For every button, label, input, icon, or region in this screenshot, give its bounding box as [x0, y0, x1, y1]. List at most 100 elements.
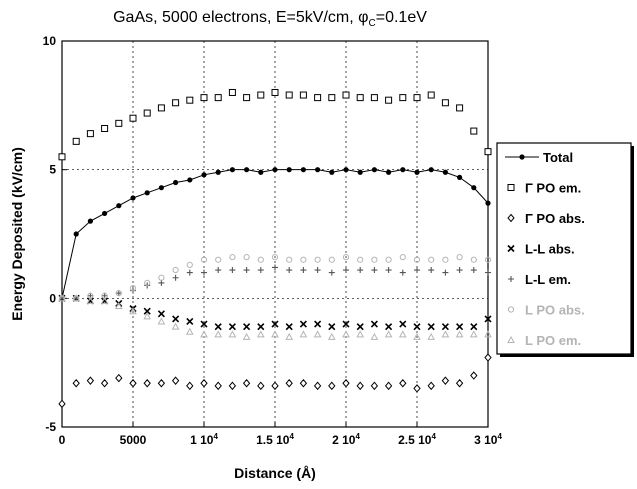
data-point: [300, 167, 306, 173]
series-3: [58, 353, 492, 409]
data-point: [242, 378, 251, 388]
x-tick-label: 3 104: [474, 432, 502, 447]
data-point: [342, 320, 350, 328]
data-point: [470, 267, 477, 274]
data-point: [414, 267, 420, 274]
data-point: [86, 130, 94, 138]
data-point: [313, 330, 322, 338]
data-point: [200, 256, 208, 263]
data-point: [257, 256, 264, 263]
grid-lines: [62, 41, 488, 427]
legend-marker: [508, 276, 514, 282]
data-point: [356, 323, 364, 331]
y-tick-label: -5: [45, 420, 56, 434]
data-point: [413, 332, 421, 340]
data-point: [427, 323, 435, 331]
x-tick-label: 2 104: [332, 432, 360, 447]
data-point: [200, 330, 208, 338]
data-point: [329, 169, 335, 175]
legend-label: L-L em.: [525, 272, 571, 287]
data-point: [173, 179, 179, 186]
data-point: [58, 399, 66, 409]
data-point: [115, 290, 122, 297]
data-point: [143, 307, 151, 315]
data-point: [229, 254, 236, 261]
data-point: [299, 320, 307, 328]
data-point: [144, 190, 150, 196]
data-point: [456, 267, 463, 274]
data-point: [370, 381, 379, 391]
data-point: [385, 267, 392, 274]
data-point: [100, 378, 109, 388]
data-point: [200, 378, 208, 388]
data-point: [201, 172, 207, 178]
data-point: [286, 267, 293, 274]
data-point: [385, 323, 393, 331]
data-point: [258, 169, 264, 175]
y-tick-label: 0: [49, 291, 56, 305]
data-point: [172, 315, 180, 323]
data-point: [186, 381, 194, 391]
data-point: [484, 315, 492, 323]
data-point: [144, 279, 151, 286]
data-point: [186, 96, 194, 104]
y-tick-label: 10: [43, 34, 57, 48]
data-point: [256, 330, 265, 338]
legend-label: L PO em.: [525, 333, 581, 348]
data-point: [158, 274, 165, 281]
data-point: [414, 169, 420, 175]
data-point: [413, 256, 421, 263]
data-point: [343, 167, 349, 173]
data-point: [299, 378, 308, 388]
data-point: [257, 323, 265, 331]
data-point: [470, 323, 478, 331]
legend-item: Γ PO abs.: [507, 211, 585, 226]
x-tick-label: 5000: [120, 433, 147, 447]
data-point: [400, 167, 406, 173]
data-point: [384, 330, 393, 338]
data-point: [328, 256, 335, 263]
data-point: [469, 330, 478, 338]
data-point: [129, 114, 137, 122]
data-point: [172, 274, 179, 281]
data-point: [428, 167, 434, 173]
legend-label: L PO abs.: [525, 303, 585, 318]
data-point: [172, 99, 180, 107]
data-point: [285, 332, 294, 340]
data-point: [471, 185, 477, 191]
data-point: [214, 94, 222, 102]
data-point: [172, 266, 179, 274]
data-point: [370, 332, 379, 340]
data-point: [272, 264, 278, 271]
data-point: [285, 91, 293, 99]
data-point: [399, 269, 406, 276]
data-point: [115, 119, 123, 127]
series-6: [58, 254, 492, 302]
legend-item: L PO abs.: [507, 303, 585, 318]
data-point: [313, 381, 322, 391]
legend-label: Γ PO abs.: [525, 211, 585, 226]
data-point: [257, 267, 264, 274]
data-point: [129, 378, 137, 388]
data-point: [399, 254, 406, 261]
data-point: [370, 94, 378, 102]
data-point: [229, 167, 235, 173]
data-point: [399, 320, 407, 328]
data-point: [484, 148, 492, 156]
data-point: [342, 91, 350, 99]
data-point: [456, 104, 464, 112]
data-point: [101, 124, 109, 132]
data-point: [371, 256, 378, 263]
data-point: [215, 169, 221, 175]
data-point: [314, 320, 322, 328]
data-point: [86, 376, 95, 385]
data-point: [143, 312, 152, 320]
data-point: [286, 256, 293, 263]
data-point: [314, 256, 321, 263]
data-point: [114, 302, 123, 310]
data-point: [129, 284, 137, 292]
data-point: [257, 381, 265, 391]
legend-marker: [507, 335, 515, 343]
data-point: [200, 320, 208, 328]
data-point: [300, 267, 307, 274]
